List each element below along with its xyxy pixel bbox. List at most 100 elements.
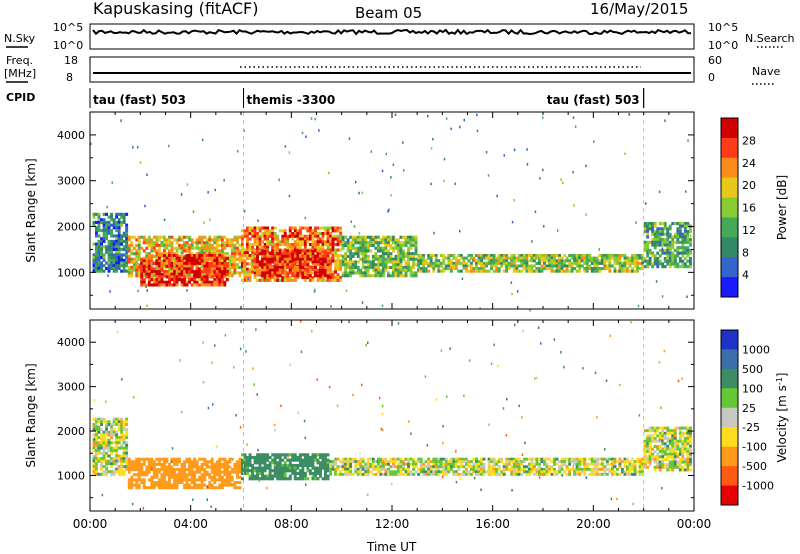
- heat-cell: [326, 453, 330, 457]
- heat-cell: [200, 475, 204, 479]
- heat-cell: [293, 257, 297, 261]
- heat-cell: [97, 220, 101, 224]
- heat-cell: [150, 283, 154, 287]
- heat-cell: [550, 465, 554, 469]
- heat-cell: [653, 455, 657, 459]
- heat-cell: [236, 481, 239, 484]
- heat-cell: [621, 264, 624, 268]
- heat-cell: [246, 471, 249, 475]
- heat-cell: [309, 226, 312, 230]
- heat-cell: [490, 467, 493, 471]
- heat-cell: [429, 256, 433, 260]
- heat-cell: [429, 264, 433, 268]
- heat-cell: [203, 254, 207, 258]
- heat-cell: [100, 441, 103, 445]
- heat-cell: [205, 275, 209, 279]
- heat-cell: [419, 267, 423, 271]
- heat-cell: [618, 269, 622, 273]
- heat-cell: [397, 462, 400, 466]
- heat-cell: [371, 465, 375, 469]
- heat-cell: [236, 249, 239, 253]
- heat-cell: [457, 465, 461, 469]
- heat-cell: [467, 259, 471, 263]
- heat-cell: [311, 234, 315, 238]
- heat-cell: [412, 252, 415, 256]
- heat-cell: [97, 223, 101, 227]
- heat-cell: [505, 269, 509, 273]
- heat-cell: [105, 231, 108, 235]
- heat-cell: [666, 246, 670, 250]
- heat-cell: [163, 264, 166, 268]
- heat-cell: [666, 251, 670, 255]
- heat-cell: [258, 463, 262, 467]
- heat-speck: [403, 169, 405, 172]
- heat-cell: [183, 270, 186, 274]
- heat-cell: [261, 278, 264, 282]
- heat-cell: [663, 232, 667, 236]
- heat-cell: [648, 447, 652, 451]
- heat-cell: [97, 264, 101, 268]
- heat-cell: [190, 473, 194, 477]
- heat-cell: [681, 254, 685, 258]
- heat-cell: [180, 465, 184, 469]
- heat-cell: [220, 256, 224, 260]
- colorbar-tick-label: 12: [742, 224, 756, 237]
- heat-cell: [590, 460, 594, 464]
- heat-cell: [115, 436, 119, 440]
- heat-cell: [105, 226, 108, 230]
- heat-cell: [671, 238, 675, 242]
- heat-cell: [183, 483, 186, 487]
- heat-cell: [613, 470, 617, 474]
- heat-cell: [515, 465, 519, 469]
- heat-cell: [163, 475, 166, 479]
- heat-cell: [527, 269, 531, 273]
- heat-cell: [394, 460, 398, 464]
- heat-cell: [326, 254, 330, 258]
- heat-cell: [517, 269, 521, 273]
- heat-cell: [155, 272, 159, 276]
- heat-cell: [110, 234, 113, 238]
- heat-cell: [273, 278, 277, 282]
- heat-cell: [429, 470, 433, 474]
- heat-cell: [145, 486, 149, 490]
- heat-cell: [185, 280, 189, 284]
- heat-cell: [354, 263, 358, 267]
- heat-cell: [673, 232, 677, 236]
- heat-cell: [475, 261, 478, 265]
- heat-cell: [661, 452, 665, 456]
- heat-cell: [651, 227, 655, 231]
- heat-cell: [605, 259, 609, 263]
- heat-cell: [293, 226, 297, 230]
- heat-cell: [668, 248, 672, 252]
- heat-cell: [188, 486, 192, 490]
- heat-cell: [200, 256, 204, 260]
- heat-cell: [220, 272, 224, 276]
- heat-cell: [663, 431, 667, 435]
- heat-cell: [246, 226, 249, 230]
- heat-cell: [598, 467, 602, 471]
- heat-cell: [115, 245, 119, 249]
- heat-cell: [298, 268, 302, 272]
- heat-cell: [653, 437, 657, 441]
- heat-cell: [185, 283, 189, 287]
- heat-cell: [374, 265, 378, 269]
- heat-cell: [381, 246, 385, 250]
- heat-cell: [334, 237, 337, 241]
- heat-cell: [656, 429, 660, 433]
- heat-cell: [142, 259, 146, 263]
- heat-speck: [310, 117, 313, 120]
- heat-cell: [626, 259, 629, 263]
- heat-cell: [246, 469, 249, 473]
- heat-cell: [648, 460, 652, 464]
- heat-cell: [467, 465, 471, 469]
- heat-cell: [120, 436, 124, 440]
- heat-cell: [452, 470, 456, 474]
- heat-cell: [611, 457, 614, 461]
- heat-cell: [273, 271, 277, 275]
- heat-cell: [407, 462, 410, 466]
- heat-cell: [359, 257, 363, 261]
- heat-cell: [117, 438, 121, 442]
- heat-cell: [339, 278, 343, 282]
- heat-cell: [512, 460, 516, 464]
- heat-cell: [475, 269, 478, 273]
